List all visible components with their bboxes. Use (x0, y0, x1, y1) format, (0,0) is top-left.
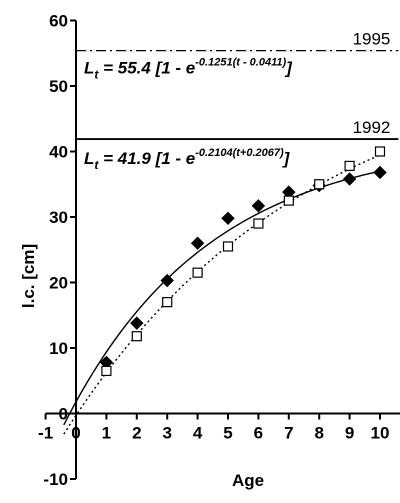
data-point-diamond (190, 236, 205, 250)
y-tick-label: 0 (59, 405, 68, 424)
data-point-square (344, 160, 355, 172)
x-tick-label: -1 (38, 424, 53, 443)
growth-curve-2 (63, 154, 381, 435)
asymptote-label-1995: 1995 (353, 30, 391, 49)
data-point-diamond (342, 172, 357, 186)
data-point-square (101, 365, 112, 377)
data-point-diamond (130, 316, 144, 330)
x-tick-label: 6 (254, 424, 263, 443)
y-tick-label: 10 (49, 339, 68, 358)
x-tick-label: 3 (162, 424, 171, 443)
data-point-diamond (251, 199, 266, 213)
data-point-square (131, 331, 142, 342)
data-point-square (192, 267, 203, 278)
growth-curve-1 (63, 170, 381, 426)
x-tick-label: 9 (345, 424, 354, 443)
data-point-diamond (373, 165, 387, 180)
y-tick-label: 20 (49, 274, 68, 293)
x-tick-label: 5 (223, 424, 232, 443)
asymptote-label-1992: 1992 (353, 118, 391, 137)
y-axis-label: l.c. [cm] (19, 244, 38, 308)
y-tick-label: 30 (49, 208, 68, 227)
equation-2: Lt = 41.9 [1 - e-0.2104(t+0.2067)] (84, 147, 291, 172)
x-tick-label: 7 (284, 424, 293, 443)
x-axis-label: Age (232, 471, 264, 490)
data-point-diamond (160, 273, 174, 288)
y-tick-label: 50 (49, 77, 68, 96)
data-point-square (314, 179, 325, 190)
x-tick-label: 10 (371, 424, 390, 443)
y-tick-label: -10 (43, 470, 68, 489)
data-point-square (374, 146, 386, 157)
x-tick-label: 0 (71, 424, 80, 443)
y-tick-label: 40 (49, 143, 68, 162)
data-point-square (162, 297, 173, 308)
equation-1: Lt = 55.4 [1 - e-0.1251(t - 0.0411)] (84, 57, 293, 82)
x-tick-label: 8 (314, 424, 323, 443)
data-point-diamond (221, 211, 235, 226)
x-tick-label: 4 (193, 424, 203, 443)
y-tick-label: 60 (49, 12, 68, 31)
data-point-square (283, 195, 294, 206)
x-tick-label: 2 (132, 424, 141, 443)
x-tick-label: 1 (102, 424, 111, 443)
data-point-square (253, 218, 264, 229)
data-point-square (222, 241, 234, 252)
